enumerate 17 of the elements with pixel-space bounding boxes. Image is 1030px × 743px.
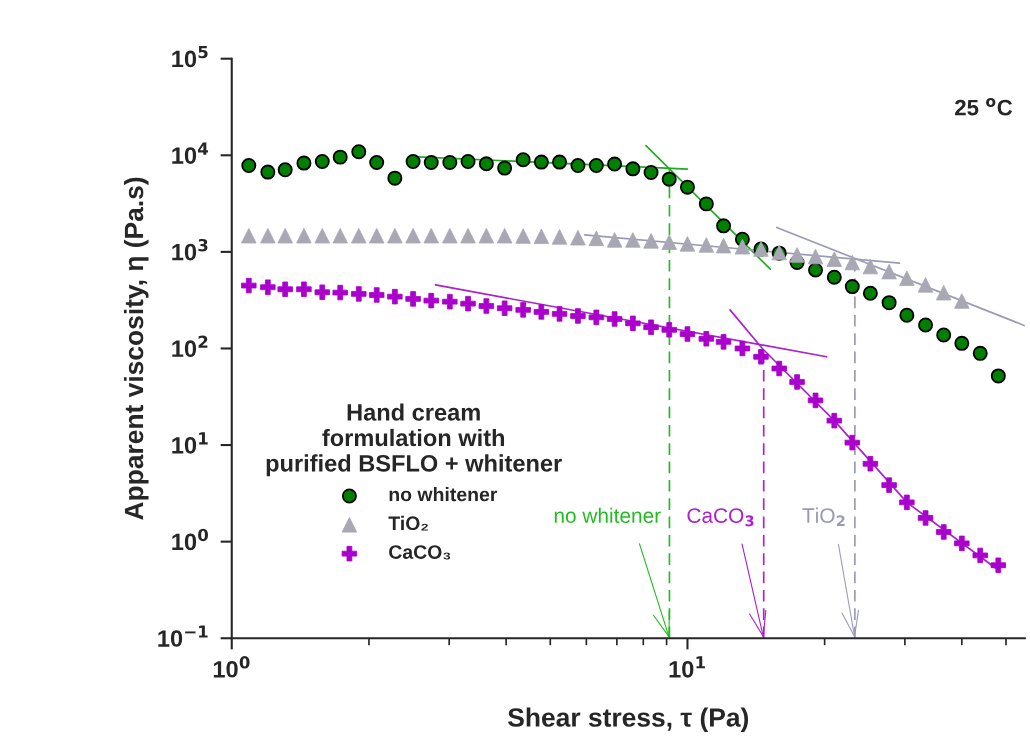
y-tick-label: 10$^{4}$ xyxy=(172,142,209,164)
annotation: 25 $^{o}$C xyxy=(955,98,1013,116)
legend-label: no whitener xyxy=(389,487,498,502)
y-tick-label: 10$^{1}$ xyxy=(172,432,208,454)
annotation: no whitener xyxy=(554,507,661,524)
y-tick-label: 10$^{3}$ xyxy=(172,238,208,261)
annotation: TiO$_{2}$ xyxy=(802,507,845,527)
y-tick-label: 10$^{2}$ xyxy=(172,335,208,358)
legend-title: Hand cream formulation with purified BSFLO + whitener xyxy=(266,403,562,477)
x-axis-title: Shear stress, τ (Pa) xyxy=(508,707,749,733)
legend-label: TiO₂ xyxy=(388,515,428,531)
y-axis-title: Apparent viscosity, η (Pa.s) xyxy=(123,177,149,520)
legend-label: CaCO₃ xyxy=(389,545,451,560)
y-tick-label: 10$^{−1}$ xyxy=(158,625,208,647)
y-tick-label: 10$^{5}$ xyxy=(172,46,208,68)
y-tick-label: 10$^{0}$ xyxy=(172,528,208,551)
annotation: CaCO$_{3}$ xyxy=(687,508,754,527)
